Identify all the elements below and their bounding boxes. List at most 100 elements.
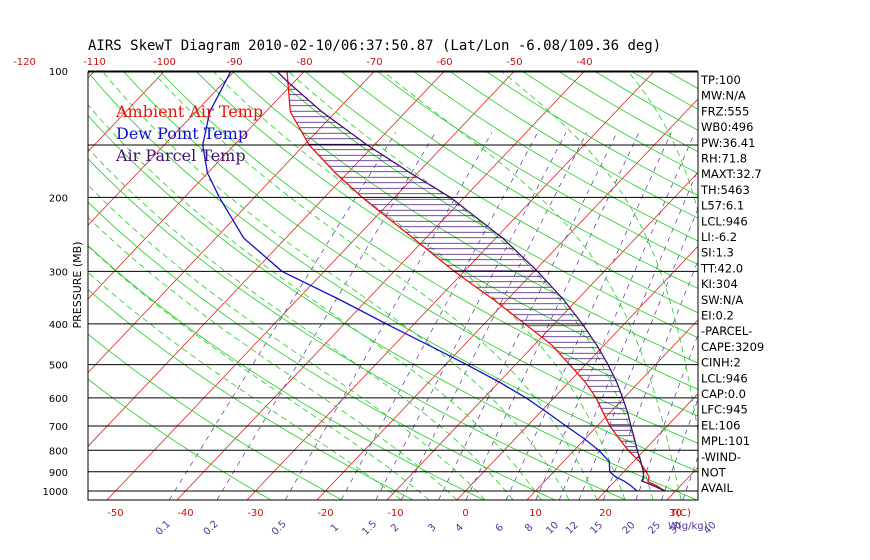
index-not: NOT: [701, 466, 727, 480]
index-lcl-946: LCL:946: [701, 371, 748, 385]
index-th-5463: TH:5463: [700, 183, 750, 197]
index-tt-42-0: TT:42.0: [700, 261, 743, 275]
dry-adiabat-line: [88, 114, 698, 500]
index-wb0-496: WB0:496: [701, 120, 753, 134]
pressure-tick-700: 700: [49, 422, 68, 433]
isotherm-line: [807, 62, 870, 500]
pressure-tick-200: 200: [49, 193, 68, 204]
index-ei-0-2: EI:0.2: [701, 309, 734, 323]
moist-adiabat-line: [88, 271, 402, 500]
dry-adiabat-line: [268, 72, 698, 339]
index-sw-n-a: SW:N/A: [701, 293, 743, 307]
isotherm-line: [316, 98, 698, 500]
moist-adiabat-line: [88, 147, 514, 500]
pressure-tick-400: 400: [49, 320, 68, 331]
top-temp-tick: -80: [296, 57, 312, 68]
isotherm-line: [88, 72, 235, 226]
dry-adiabat-line: [450, 72, 698, 219]
mixing-ratio-tick: 2: [389, 522, 401, 534]
isotherm-line: [88, 72, 165, 153]
dry-adiabat-line: [88, 72, 698, 472]
isotherm-line: [246, 72, 655, 500]
dry-adiabat-line: [88, 333, 343, 500]
index-li-6-2: LI:-6.2: [701, 230, 737, 244]
index-cap-0-0: CAP:0.0: [701, 387, 746, 401]
mixing-ratio-line: [375, 132, 567, 500]
mixing-ratio-line: [168, 132, 397, 500]
dry-adiabat-line: [88, 289, 414, 500]
mixing-ratio-tick: 0.1: [154, 519, 173, 538]
legend-dew-point-temp: Dew Point Temp: [116, 124, 248, 143]
index-avail: AVAIL: [701, 481, 734, 495]
y-axis-label: PRESSURE (MB): [71, 242, 84, 329]
bottom-temp-tick: -50: [107, 508, 123, 519]
dry-adiabat-line: [123, 72, 698, 444]
mixing-ratio-tick: 25: [646, 520, 663, 537]
top-temp-tick: -110: [83, 57, 106, 68]
dry-adiabat-line: [88, 378, 272, 500]
moist-adiabat-line: [383, 72, 682, 500]
mixing-ratio-line: [438, 132, 618, 500]
bottom-temp-tick: -20: [317, 508, 333, 519]
index-lfc-945: LFC:945: [701, 403, 748, 417]
moist-adiabat-line: [213, 72, 626, 500]
plot-frame: [87, 71, 699, 501]
index-si-1-3: SI:1.3: [701, 246, 734, 260]
index-cape-3209: CAPE:3209: [701, 340, 764, 354]
isotherm-line: [88, 72, 305, 300]
isotherm-line: [596, 393, 698, 500]
mixing-ratio-tick: 12: [564, 520, 581, 537]
pressure-tick-900: 900: [49, 468, 68, 479]
air-parcel-temp-line: [276, 72, 666, 492]
moist-adiabat-line: [88, 184, 486, 500]
isotherm-line: [176, 72, 585, 500]
pressure-tick-600: 600: [49, 394, 68, 405]
mixing-ratio-line: [558, 168, 698, 500]
mixing-ratio-tick: 0.5: [270, 519, 289, 538]
legend-air-parcel-temp: Air Parcel Temp: [115, 146, 246, 165]
index-lcl-946: LCL:946: [701, 214, 748, 228]
top-temperature-ticks: -120 -110 -100 -90 -80 -70 -60 -50 -40: [13, 57, 593, 68]
legend-ambient-air-temp: Ambient Air Temp: [115, 102, 263, 121]
pressure-tick-100: 100: [49, 67, 68, 78]
mixing-ratio-tick: 0.2: [202, 519, 221, 538]
bottom-temp-tick: 30: [669, 508, 682, 519]
isotherm-line: [88, 72, 375, 374]
mixing-ratio-tick-labels: 0.1 0.2 0.5 1 1.5 2 3 4 6 8 10 12 15 20 25 30 40W(g/kg): [154, 519, 719, 538]
pressure-tick-300: 300: [49, 267, 68, 278]
mixing-ratio-line: [401, 132, 588, 500]
top-temp-tick: -50: [506, 57, 522, 68]
dry-adiabat-line: [377, 72, 698, 265]
dry-adiabat-line: [88, 201, 556, 500]
series-lines: [202, 72, 666, 492]
mixing-ratio-tick: 3: [426, 522, 438, 534]
mixing-ratio-line: [216, 132, 436, 500]
plot-area: [88, 62, 870, 500]
index-ki-304: KI:304: [701, 277, 738, 291]
dry-adiabat-line: [486, 72, 698, 196]
mixing-ratio-tick: 4: [454, 522, 466, 534]
index-el-106: EL:106: [701, 418, 741, 432]
bottom-temp-tick: -40: [177, 508, 193, 519]
dry-adiabat-line: [196, 72, 698, 390]
dew-point-temp-line: [202, 72, 638, 492]
dry-adiabat-line: [88, 158, 627, 500]
isotherm-line: [456, 245, 698, 500]
isotherm-line: [386, 171, 698, 500]
mixing-ratio-tick: 1: [329, 522, 341, 534]
index-rh-71-8: RH:71.8: [701, 152, 747, 166]
bottom-temp-tick: -30: [247, 508, 263, 519]
index-maxt-32-7: MAXT:32.7: [701, 167, 762, 181]
dry-adiabat-line: [159, 72, 698, 417]
chart-title: AIRS SkewT Diagram 2010-02-10/06:37:50.8…: [88, 38, 661, 54]
top-temp-tick: -120: [13, 57, 36, 68]
moist-adiabat-line: [152, 72, 598, 500]
mixing-ratio-tick: 10: [544, 520, 561, 537]
top-temp-tick: -60: [436, 57, 452, 68]
index-parcel: -PARCEL-: [701, 324, 752, 338]
isotherm-line: [737, 62, 870, 500]
mixing-ratio-tick: 15: [588, 520, 605, 537]
isotherm-line: [666, 466, 698, 500]
